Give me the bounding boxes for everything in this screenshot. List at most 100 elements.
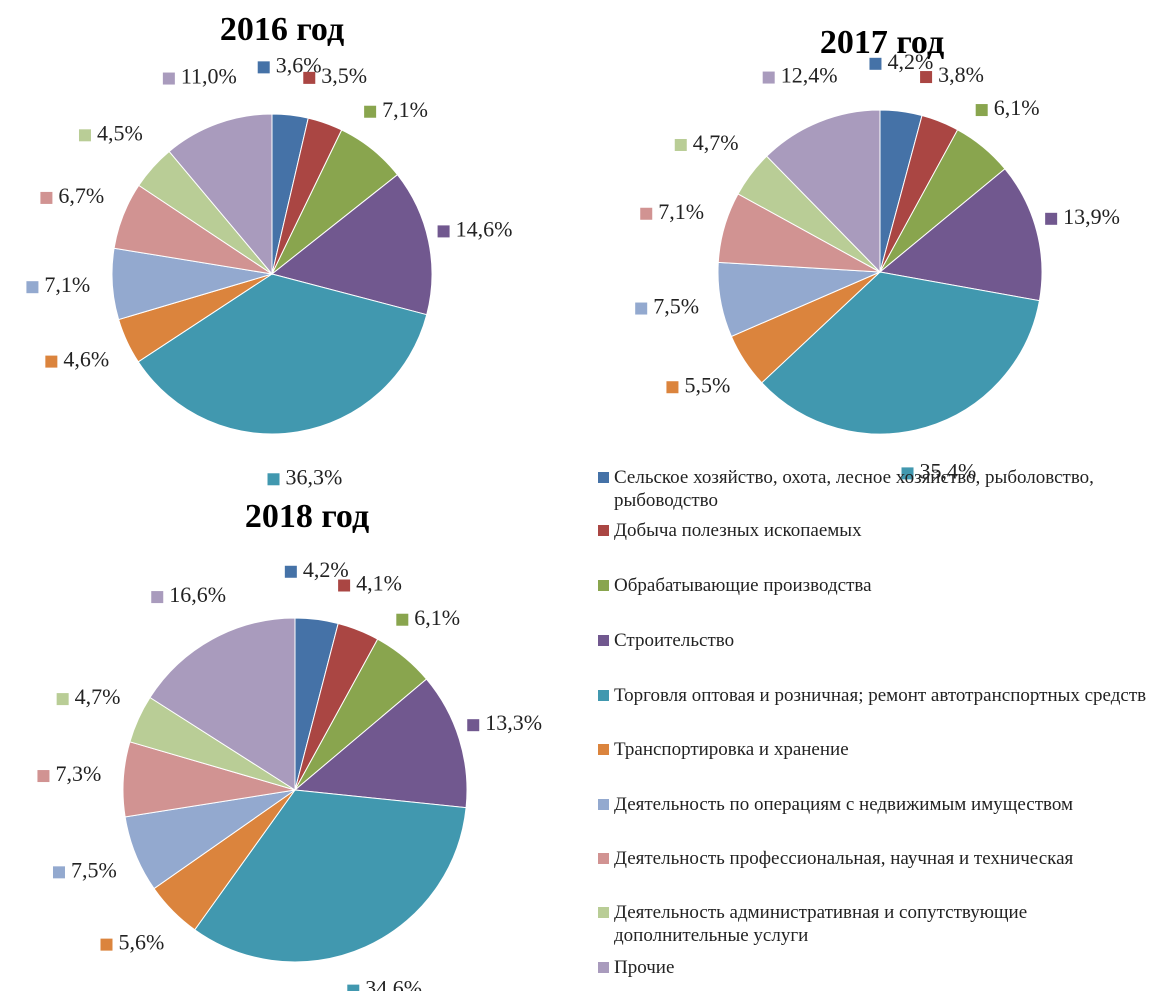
- legend-label: Деятельность административная и сопутств…: [614, 902, 1028, 946]
- data-label: 7,1%: [382, 97, 428, 122]
- data-label: 16,6%: [169, 582, 226, 607]
- data-label: 3,8%: [938, 62, 984, 87]
- data-label: 7,5%: [653, 294, 699, 319]
- data-label: 13,9%: [1063, 204, 1120, 229]
- legend-swatch: [598, 525, 609, 536]
- legend-swatch: [598, 690, 609, 701]
- label-marker: [100, 938, 113, 951]
- legend-swatch: [598, 799, 609, 810]
- label-marker: [869, 57, 882, 70]
- data-label: 7,1%: [44, 272, 90, 297]
- label-marker: [303, 71, 316, 84]
- data-label: 3,5%: [321, 63, 367, 88]
- label-marker: [467, 719, 480, 732]
- data-label: 7,5%: [71, 857, 117, 882]
- legend-item: Деятельность административная и сопутств…: [598, 901, 1158, 947]
- label-marker: [40, 191, 53, 204]
- label-marker: [26, 281, 39, 294]
- legend-swatch: [598, 853, 609, 864]
- data-label: 7,3%: [55, 761, 101, 786]
- legend-item: Деятельность по операциям с недвижимым и…: [598, 793, 1158, 816]
- data-label: 4,1%: [356, 571, 402, 596]
- data-label: 4,5%: [97, 120, 143, 145]
- legend-swatch: [598, 962, 609, 973]
- data-label: 4,2%: [887, 49, 933, 74]
- legend-item: Сельское хозяйство, охота, лесное хозяйс…: [598, 466, 1158, 512]
- legend-item: Обрабатывающие производства: [598, 574, 1158, 597]
- pie-slice: [293, 678, 468, 809]
- label-marker: [78, 129, 91, 142]
- pie-slice: [194, 789, 467, 963]
- data-label: 4,7%: [75, 684, 121, 709]
- legend-label: Сельское хозяйство, охота, лесное хозяйс…: [614, 467, 1094, 511]
- label-marker: [396, 613, 409, 626]
- data-label: 13,3%: [485, 710, 542, 735]
- data-label: 34,6%: [365, 976, 422, 991]
- data-label: 14,6%: [456, 216, 513, 241]
- label-marker: [56, 693, 69, 706]
- data-label: 4,2%: [303, 557, 349, 582]
- label-marker: [364, 105, 377, 118]
- legend-item: Транспортировка и хранение: [598, 738, 1158, 761]
- label-marker: [762, 71, 775, 84]
- label-marker: [267, 473, 280, 486]
- chart-title: 2018 год: [245, 498, 369, 535]
- label-marker: [45, 355, 58, 368]
- label-marker: [666, 381, 679, 394]
- pie-slice: [766, 109, 881, 274]
- pie-slice: [761, 271, 1041, 435]
- data-label: 36,3%: [286, 464, 343, 489]
- data-label: 12,4%: [781, 63, 838, 88]
- label-marker: [257, 61, 270, 74]
- chart-title: 2016 год: [220, 11, 344, 48]
- label-marker: [1045, 212, 1058, 225]
- label-marker: [975, 104, 988, 117]
- legend-label: Прочие: [614, 957, 675, 978]
- label-marker: [920, 71, 933, 84]
- label-marker: [151, 591, 164, 604]
- pie-slice: [137, 273, 428, 435]
- pie-slice: [270, 173, 433, 316]
- label-marker: [901, 467, 914, 480]
- legend-item: Прочие: [598, 956, 1158, 979]
- legend-item: Торговля оптовая и розничная; ремонт авт…: [598, 684, 1158, 707]
- legend-label: Деятельность по операциям с недвижимым и…: [614, 794, 1074, 815]
- legend-swatch: [598, 580, 609, 591]
- data-label: 6,1%: [414, 605, 460, 630]
- legend-label: Обрабатывающие производства: [614, 575, 872, 596]
- data-label: 6,1%: [994, 95, 1040, 120]
- data-label: 4,6%: [63, 347, 109, 372]
- label-marker: [284, 565, 297, 578]
- label-marker: [162, 72, 175, 85]
- data-label: 5,6%: [118, 930, 164, 955]
- legend-label: Строительство: [614, 630, 735, 651]
- chart-title: 2017 год: [820, 24, 944, 61]
- label-marker: [635, 302, 648, 315]
- data-label: 35,4%: [920, 458, 977, 483]
- data-label: 6,7%: [58, 183, 104, 208]
- legend-item: Деятельность профессиональная, научная и…: [598, 847, 1158, 870]
- legend-swatch: [598, 907, 609, 918]
- legend-swatch: [598, 744, 609, 755]
- pie-slice: [878, 168, 1043, 302]
- legend-item: Строительство: [598, 629, 1158, 652]
- label-marker: [52, 866, 65, 879]
- data-label: 11,0%: [181, 64, 237, 89]
- label-marker: [338, 579, 351, 592]
- pie-slice: [168, 113, 273, 276]
- label-marker: [347, 984, 360, 991]
- label-marker: [437, 225, 450, 238]
- data-label: 7,1%: [658, 199, 704, 224]
- legend-swatch: [598, 635, 609, 646]
- data-label: 4,7%: [693, 130, 739, 155]
- legend-item: Добыча полезных ископаемых: [598, 519, 1158, 542]
- label-marker: [640, 207, 653, 220]
- legend-swatch: [598, 472, 609, 483]
- label-marker: [37, 770, 50, 783]
- pie-slice: [149, 617, 296, 791]
- label-marker: [674, 138, 687, 151]
- legend-label: Транспортировка и хранение: [614, 739, 849, 760]
- legend-label: Торговля оптовая и розничная; ремонт авт…: [614, 685, 1147, 706]
